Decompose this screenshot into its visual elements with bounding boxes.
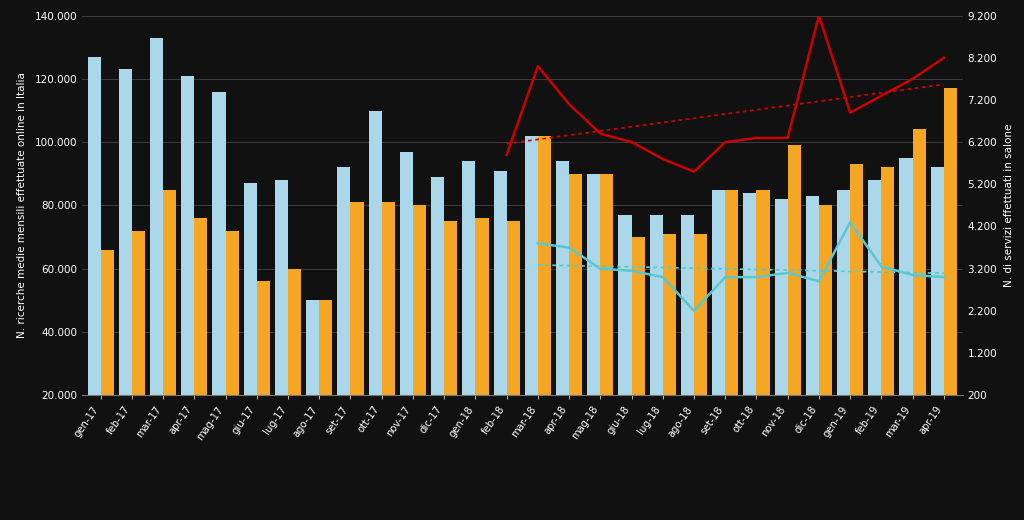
Bar: [382, 202, 395, 459]
Bar: [743, 193, 757, 459]
Bar: [494, 171, 507, 459]
Bar: [649, 215, 663, 459]
Bar: [587, 174, 600, 459]
Bar: [507, 221, 520, 459]
Bar: [600, 174, 613, 459]
Bar: [288, 269, 301, 459]
Bar: [850, 164, 863, 459]
Bar: [774, 199, 787, 459]
Bar: [757, 190, 770, 459]
Bar: [663, 234, 676, 459]
Bar: [181, 76, 195, 459]
Bar: [882, 167, 895, 459]
Bar: [212, 92, 225, 459]
Bar: [132, 231, 145, 459]
Bar: [244, 183, 257, 459]
Bar: [306, 301, 319, 459]
Bar: [475, 218, 488, 459]
Bar: [225, 231, 239, 459]
Bar: [119, 69, 132, 459]
Bar: [837, 190, 850, 459]
Bar: [681, 215, 694, 459]
Bar: [350, 202, 364, 459]
Bar: [87, 57, 100, 459]
Bar: [399, 152, 413, 459]
Bar: [787, 145, 801, 459]
Bar: [195, 218, 208, 459]
Bar: [444, 221, 458, 459]
Bar: [618, 215, 632, 459]
Bar: [819, 205, 833, 459]
Bar: [319, 301, 333, 459]
Bar: [150, 38, 163, 459]
Bar: [462, 161, 475, 459]
Bar: [538, 136, 551, 459]
Bar: [806, 196, 819, 459]
Bar: [899, 158, 912, 459]
Y-axis label: N. ricerche medie mensili effettuate online in Italia: N. ricerche medie mensili effettuate onl…: [17, 72, 28, 339]
Bar: [556, 161, 569, 459]
Bar: [100, 250, 114, 459]
Bar: [912, 129, 926, 459]
Bar: [413, 205, 426, 459]
Y-axis label: N. di servizi effettuati in salone: N. di servizi effettuati in salone: [1004, 124, 1014, 287]
Bar: [274, 180, 288, 459]
Bar: [712, 190, 725, 459]
Bar: [369, 110, 382, 459]
Bar: [569, 174, 583, 459]
Bar: [868, 180, 882, 459]
Bar: [431, 177, 444, 459]
Bar: [632, 237, 645, 459]
Bar: [944, 88, 957, 459]
Bar: [931, 167, 944, 459]
Bar: [725, 190, 738, 459]
Bar: [337, 167, 350, 459]
Bar: [257, 281, 270, 459]
Bar: [524, 136, 538, 459]
Bar: [694, 234, 708, 459]
Bar: [163, 190, 176, 459]
